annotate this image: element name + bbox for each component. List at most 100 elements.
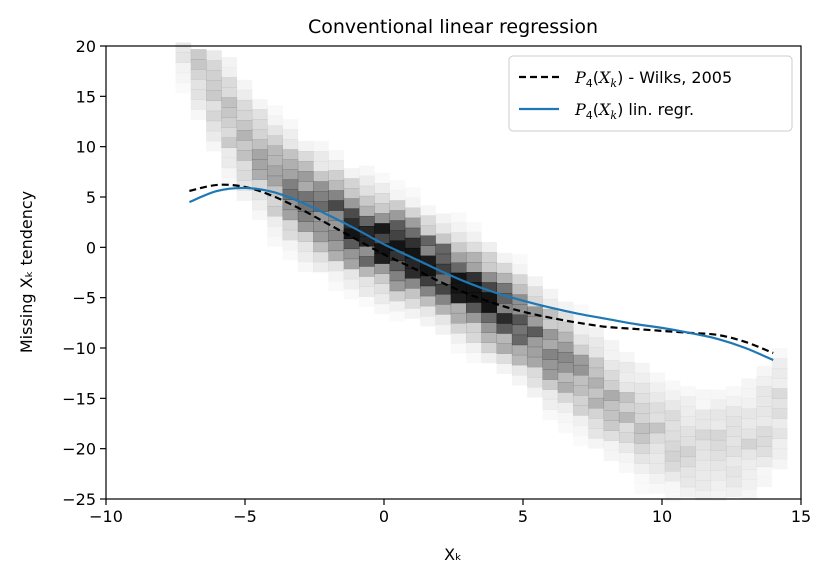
density-cell xyxy=(664,460,681,472)
density-cell xyxy=(450,292,467,304)
density-cell xyxy=(756,376,773,387)
density-cell xyxy=(680,386,696,396)
density-cell xyxy=(634,393,650,404)
density-cell xyxy=(389,300,406,312)
density-cell xyxy=(328,281,344,291)
density-cell xyxy=(481,342,497,354)
density-cell xyxy=(297,241,314,253)
density-cell xyxy=(328,220,345,231)
density-cell xyxy=(588,438,605,449)
density-cell xyxy=(542,379,559,390)
density-cell xyxy=(511,284,528,295)
density-cell xyxy=(695,469,712,481)
density-cell xyxy=(374,283,390,295)
density-cell xyxy=(420,316,436,327)
density-cell xyxy=(343,218,360,229)
density-cell xyxy=(649,422,666,434)
density-cell xyxy=(251,169,268,180)
density-cell xyxy=(374,304,390,314)
density-cell xyxy=(741,428,757,440)
density-cell xyxy=(466,342,482,354)
density-cell xyxy=(450,333,467,344)
density-cell xyxy=(267,115,283,126)
density-cell xyxy=(267,165,283,177)
density-cell xyxy=(359,296,375,306)
density-cell xyxy=(588,407,605,419)
density-cell xyxy=(328,240,345,252)
density-cell xyxy=(466,282,482,293)
density-cell xyxy=(313,171,329,182)
density-cell xyxy=(542,308,559,320)
density-cell xyxy=(542,319,559,330)
x-tick-label: −5 xyxy=(233,507,257,526)
density-cell xyxy=(358,246,375,257)
density-cell xyxy=(527,326,543,338)
density-cell xyxy=(481,322,497,333)
density-cell xyxy=(221,67,238,78)
density-cell xyxy=(297,150,314,162)
density-cell xyxy=(634,413,650,424)
density-cell xyxy=(404,278,421,289)
density-cell xyxy=(175,52,192,64)
density-cell xyxy=(634,463,650,474)
density-cell xyxy=(542,389,559,400)
density-cell xyxy=(710,460,727,471)
legend: P4(Xk) - Wilks, 2005 P4(Xk) lin. regr. xyxy=(508,55,793,132)
density-cell xyxy=(634,453,650,464)
density-cell xyxy=(664,430,681,442)
density-cell xyxy=(374,182,390,194)
density-cell xyxy=(603,339,620,351)
density-cell xyxy=(558,412,574,422)
density-cell xyxy=(496,353,513,364)
density-cell xyxy=(481,352,497,364)
density-cell xyxy=(236,109,253,121)
density-cell xyxy=(297,211,314,222)
density-cell xyxy=(236,140,253,151)
density-cell xyxy=(404,268,421,279)
density-cell xyxy=(481,252,497,263)
density-cell xyxy=(374,273,390,284)
density-cell xyxy=(251,129,268,140)
density-cell xyxy=(297,171,314,182)
density-cell xyxy=(511,354,528,366)
density-cell xyxy=(664,400,681,411)
density-cell xyxy=(267,195,283,207)
density-cell xyxy=(297,181,314,192)
density-cell xyxy=(374,213,390,224)
density-cell xyxy=(251,119,268,130)
density-cell xyxy=(358,266,375,277)
density-cell xyxy=(251,99,268,110)
density-cell xyxy=(527,366,543,378)
density-cell xyxy=(771,418,788,429)
density-cell xyxy=(588,377,605,389)
density-cell xyxy=(236,99,253,111)
density-cell xyxy=(267,185,283,197)
density-cell xyxy=(450,252,467,264)
density-cell xyxy=(618,402,635,413)
density-cell xyxy=(343,168,360,179)
density-cell xyxy=(725,486,742,498)
density-cell xyxy=(542,339,559,350)
density-cell xyxy=(603,440,620,452)
density-cell xyxy=(695,389,711,399)
density-cell xyxy=(649,442,666,454)
density-cell xyxy=(190,89,207,100)
density-cell xyxy=(725,396,742,407)
density-cell xyxy=(757,467,773,477)
density-cell xyxy=(328,230,345,241)
density-cell xyxy=(389,230,406,241)
density-cell xyxy=(741,408,757,420)
density-cell xyxy=(466,241,482,253)
density-cell xyxy=(512,375,528,385)
density-cell xyxy=(389,240,406,251)
density-cell xyxy=(267,205,283,217)
density-cell xyxy=(619,352,635,362)
density-cell xyxy=(710,409,727,421)
density-cell xyxy=(649,473,666,484)
density-cell xyxy=(618,412,635,423)
density-cell xyxy=(496,272,513,284)
density-cell xyxy=(511,314,528,326)
density-cell xyxy=(588,347,605,359)
density-cell xyxy=(390,180,406,190)
density-cell xyxy=(741,458,757,470)
